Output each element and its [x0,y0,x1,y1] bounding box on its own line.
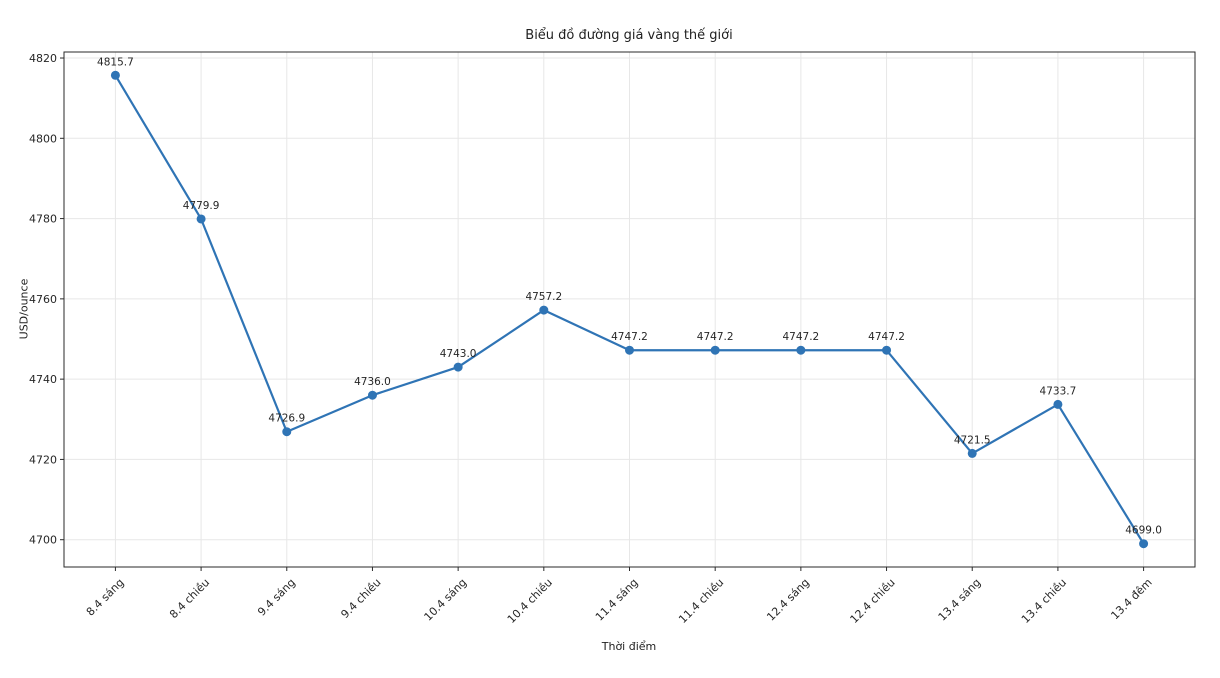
data-point-marker [796,345,806,355]
y-tick-label: 4740 [29,373,57,386]
y-tick-label: 4760 [29,293,57,306]
point-value-label: 4747.2 [697,331,734,343]
x-tick-label: 11.4 sáng [593,576,641,624]
point-value-label: 4815.7 [97,56,134,68]
point-value-label: 4699.0 [1125,525,1162,537]
point-value-label: 4721.5 [954,434,991,446]
data-point-marker [1053,399,1063,409]
point-value-label: 4726.9 [268,413,305,425]
x-tick-label: 9.4 chiều [338,576,383,621]
point-value-label: 4736.0 [354,376,391,388]
x-axis-title: Thời điểm [601,640,657,653]
x-tick-label: 9.4 sáng [255,576,298,619]
data-point-marker [710,345,720,355]
y-tick-label: 4720 [29,453,57,466]
x-tick-label: 13.4 đêm [1108,576,1154,622]
y-tick-label: 4700 [29,534,57,547]
data-point-marker [1139,539,1149,549]
x-tick-label: 8.4 chiều [167,576,212,621]
x-tick-label: 13.4 chiều [1019,576,1069,626]
x-tick-label: 12.4 sáng [764,576,812,624]
x-tick-label: 12.4 chiều [848,576,898,626]
y-tick-label: 4820 [29,52,57,65]
data-point-marker [882,345,892,355]
point-value-label: 4757.2 [525,291,562,303]
x-tick-label: 8.4 sáng [84,576,127,619]
data-point-marker [539,305,549,315]
chart-title: Biểu đồ đường giá vàng thế giới [525,28,733,43]
y-tick-label: 4780 [29,213,57,226]
point-value-label: 4779.9 [183,200,220,212]
data-point-marker [967,448,977,458]
x-tick-label: 10.4 chiều [505,576,555,626]
data-point-marker [625,345,634,355]
data-point-marker [367,390,377,400]
data-point-marker [110,70,120,80]
data-point-marker [196,214,206,224]
point-value-label: 4747.2 [782,331,819,343]
data-point-marker [282,427,292,437]
y-tick-label: 4800 [29,132,57,145]
point-value-label: 4743.0 [440,348,477,360]
point-value-label: 4747.2 [868,331,905,343]
x-tick-label: 11.4 chiều [676,576,726,626]
y-axis-title: USD/ounce [17,278,31,340]
data-point-marker [453,362,463,372]
x-tick-label: 13.4 sáng [936,576,984,624]
point-value-label: 4733.7 [1040,385,1077,397]
x-tick-label: 10.4 sáng [422,576,470,624]
point-value-label: 4747.2 [611,331,648,343]
